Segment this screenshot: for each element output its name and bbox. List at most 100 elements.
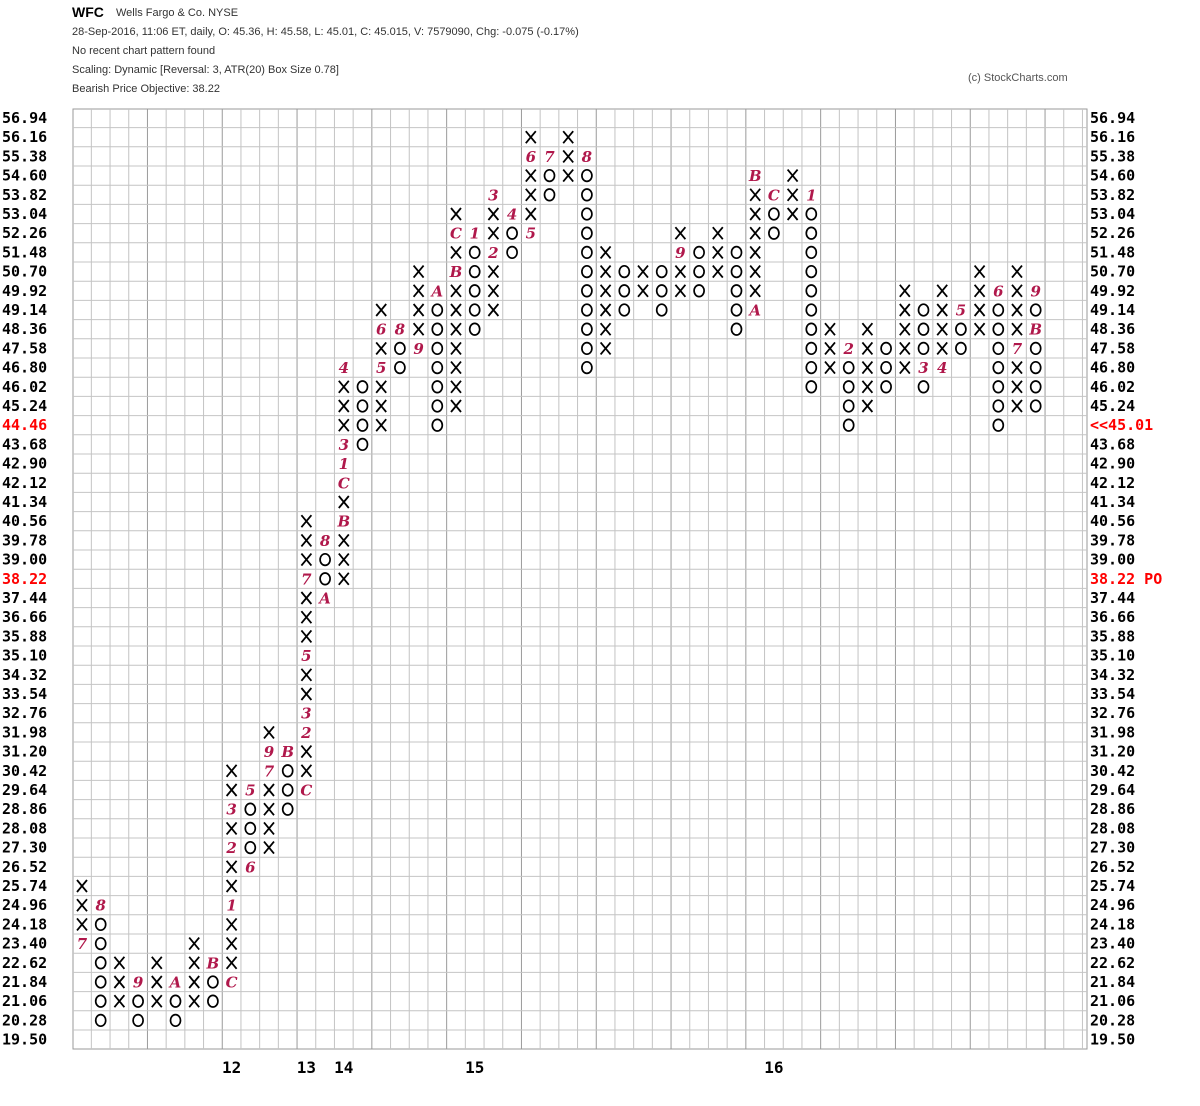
y-tick-label-right: 36.66 [1090, 608, 1135, 626]
x-box [973, 322, 986, 336]
y-tick-label-left: 39.00 [2, 551, 47, 569]
month-marker: 5 [526, 225, 536, 243]
o-box [805, 341, 818, 356]
month-marker: 7 [544, 148, 555, 166]
y-tick-label-right: 38.22 PO [1090, 570, 1162, 588]
x-box [525, 188, 537, 202]
month-marker: 8 [395, 321, 406, 339]
y-tick-label-left: 31.20 [2, 743, 47, 761]
x-box [899, 284, 911, 298]
o-box [94, 936, 107, 951]
o-box [94, 917, 107, 932]
x-box [188, 956, 200, 970]
x-box [225, 821, 238, 835]
o-box [468, 245, 481, 260]
x-box [712, 245, 724, 259]
month-marker: B [206, 954, 220, 972]
o-box [805, 207, 818, 221]
x-box [300, 629, 313, 643]
month-marker: 1 [226, 897, 236, 915]
pnf-column [786, 169, 799, 221]
y-tick-label-right: 25.74 [1090, 877, 1135, 895]
x-box [599, 303, 612, 317]
pnf-column: 9 [674, 226, 686, 298]
o-box [1029, 399, 1042, 413]
x-box [188, 994, 200, 1008]
o-box [992, 418, 1005, 432]
scaling-line: Scaling: Dynamic [Reversal: 3, ATR(20) B… [72, 64, 339, 76]
o-box [431, 360, 444, 375]
o-box [992, 360, 1005, 375]
pnf-column: 56 [375, 303, 387, 432]
month-marker: A [168, 974, 182, 992]
x-box [450, 341, 462, 355]
o-box [842, 399, 855, 413]
x-box [487, 303, 500, 317]
month-marker: 1 [806, 186, 816, 204]
x-box [113, 956, 126, 970]
month-marker: 7 [1012, 340, 1023, 358]
month-marker: 5 [301, 647, 311, 665]
x-box [225, 937, 238, 951]
o-box [1029, 303, 1042, 317]
o-box [468, 322, 481, 336]
y-tick-label-left: 53.04 [2, 205, 47, 223]
o-box [880, 360, 892, 375]
o-box [805, 245, 818, 260]
o-box [581, 168, 593, 183]
y-tick-label-left: 19.50 [2, 1031, 47, 1049]
pnf-column: C [768, 186, 780, 240]
pnf-column [730, 245, 743, 336]
year-label: 13 [297, 1058, 316, 1077]
month-marker: 6 [526, 148, 537, 166]
y-tick-label-left: 54.60 [2, 167, 47, 185]
month-marker: A [747, 302, 761, 320]
pnf-column: 1 [468, 225, 481, 336]
x-box [225, 917, 238, 931]
o-box [618, 264, 631, 279]
y-tick-label-left: 28.08 [2, 819, 47, 837]
y-tick-label-left: 32.76 [2, 704, 47, 722]
y-tick-label-right: 39.00 [1090, 551, 1135, 569]
month-marker: B [449, 263, 463, 281]
o-box [1029, 360, 1042, 375]
y-tick-label-left: 38.22 [2, 570, 47, 588]
month-marker: A [317, 590, 331, 608]
price-objective-line: Bearish Price Objective: 38.22 [72, 83, 220, 95]
y-tick-label-right: 41.34 [1090, 493, 1135, 511]
x-box [412, 284, 425, 298]
y-tick-label-left: 28.86 [2, 800, 47, 818]
x-box [263, 821, 275, 835]
o-box [506, 226, 518, 240]
y-tick-label-right: 21.84 [1090, 973, 1135, 991]
x-box [300, 553, 313, 567]
x-box [899, 322, 911, 336]
y-tick-label-left: 48.36 [2, 320, 47, 338]
o-box [693, 264, 705, 279]
o-box [94, 1013, 107, 1028]
y-tick-label-right: 29.64 [1090, 781, 1135, 799]
y-tick-label-left: 49.92 [2, 282, 47, 300]
o-box [992, 303, 1005, 317]
y-tick-label-right: 26.52 [1090, 858, 1135, 876]
o-box [581, 226, 593, 240]
o-box [581, 188, 593, 202]
o-box [319, 572, 331, 586]
y-tick-label-left: 24.96 [2, 896, 47, 914]
y-tick-label-left: 27.30 [2, 839, 47, 857]
pnf-column: A [429, 282, 444, 432]
y-tick-label-left: 53.82 [2, 186, 47, 204]
y-tick-label-left: 40.56 [2, 512, 47, 530]
o-box [468, 264, 481, 279]
pnf-column [188, 937, 200, 1008]
o-box [581, 303, 593, 317]
month-marker: 9 [675, 244, 686, 262]
o-box [543, 168, 556, 183]
x-box [1011, 265, 1023, 279]
pnf-column [899, 284, 911, 375]
o-box [319, 552, 331, 567]
pnf-column [113, 956, 126, 1008]
company-name: Wells Fargo & Co. NYSE [116, 7, 239, 19]
pattern-line: No recent chart pattern found [72, 45, 216, 57]
o-box [768, 207, 780, 221]
